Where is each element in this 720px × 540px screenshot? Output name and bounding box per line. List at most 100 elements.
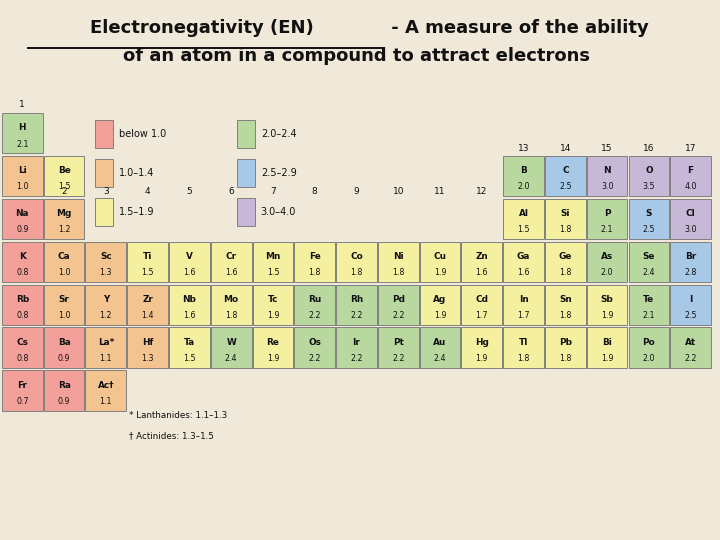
Text: 1.0: 1.0	[58, 312, 71, 320]
FancyBboxPatch shape	[211, 241, 251, 282]
Text: 1.7: 1.7	[475, 312, 488, 320]
Text: Sb: Sb	[600, 295, 613, 304]
Text: 1.6: 1.6	[225, 268, 238, 278]
Text: 2.0: 2.0	[518, 183, 530, 192]
Text: Be: Be	[58, 166, 71, 175]
Text: 0.9: 0.9	[16, 226, 29, 234]
FancyBboxPatch shape	[545, 285, 585, 325]
Text: Te: Te	[644, 295, 654, 304]
Text: Rb: Rb	[16, 295, 29, 304]
FancyBboxPatch shape	[86, 285, 126, 325]
Text: 1.8: 1.8	[559, 268, 572, 278]
Text: 2.4: 2.4	[225, 354, 238, 363]
FancyBboxPatch shape	[629, 285, 670, 325]
FancyBboxPatch shape	[545, 327, 585, 368]
Text: 1.8: 1.8	[309, 268, 321, 278]
FancyBboxPatch shape	[545, 199, 585, 239]
FancyBboxPatch shape	[2, 199, 42, 239]
Text: 2.2: 2.2	[392, 354, 405, 363]
FancyBboxPatch shape	[169, 241, 210, 282]
FancyBboxPatch shape	[294, 327, 335, 368]
Text: 1.9: 1.9	[434, 312, 446, 320]
Text: 14: 14	[559, 144, 571, 153]
Text: 1.5: 1.5	[183, 354, 196, 363]
Text: 3.0: 3.0	[685, 226, 697, 234]
Text: Pb: Pb	[559, 338, 572, 347]
FancyBboxPatch shape	[253, 285, 293, 325]
Text: 2.2: 2.2	[308, 312, 321, 320]
Text: Tc: Tc	[268, 295, 278, 304]
FancyBboxPatch shape	[95, 119, 113, 147]
FancyBboxPatch shape	[2, 370, 42, 411]
Text: 2.0–2.4: 2.0–2.4	[261, 129, 297, 139]
Text: Po: Po	[642, 338, 655, 347]
FancyBboxPatch shape	[238, 159, 255, 187]
Text: 2.4: 2.4	[643, 268, 655, 278]
Text: Zn: Zn	[475, 252, 488, 261]
Text: 15: 15	[601, 144, 613, 153]
FancyBboxPatch shape	[169, 327, 210, 368]
Text: 2.2: 2.2	[392, 312, 405, 320]
Text: 2.1: 2.1	[643, 312, 655, 320]
Text: 0.8: 0.8	[16, 268, 29, 278]
Text: 1.9: 1.9	[434, 268, 446, 278]
Text: Cu: Cu	[433, 252, 446, 261]
FancyBboxPatch shape	[44, 199, 84, 239]
Text: of an atom in a compound to attract electrons: of an atom in a compound to attract elec…	[123, 46, 590, 64]
Text: 1.9: 1.9	[266, 354, 279, 363]
FancyBboxPatch shape	[420, 285, 460, 325]
Text: 1.8: 1.8	[392, 268, 405, 278]
Text: 2.2: 2.2	[308, 354, 321, 363]
Text: 2.4: 2.4	[433, 354, 446, 363]
FancyBboxPatch shape	[44, 370, 84, 411]
FancyBboxPatch shape	[503, 199, 544, 239]
FancyBboxPatch shape	[294, 241, 335, 282]
Text: Ru: Ru	[308, 295, 321, 304]
FancyBboxPatch shape	[378, 327, 418, 368]
Text: 2.1: 2.1	[16, 139, 29, 148]
FancyBboxPatch shape	[211, 327, 251, 368]
Text: 1.1: 1.1	[99, 354, 112, 363]
Text: 2.2: 2.2	[350, 354, 363, 363]
Text: 2.5: 2.5	[559, 183, 572, 192]
Text: Ga: Ga	[517, 252, 530, 261]
Text: Cr: Cr	[225, 252, 237, 261]
FancyBboxPatch shape	[378, 241, 418, 282]
Text: Ir: Ir	[353, 338, 361, 347]
Text: Os: Os	[308, 338, 321, 347]
FancyBboxPatch shape	[420, 327, 460, 368]
FancyBboxPatch shape	[670, 241, 711, 282]
FancyBboxPatch shape	[86, 241, 126, 282]
Text: below 1.0: below 1.0	[119, 129, 166, 139]
Text: 1.8: 1.8	[559, 354, 572, 363]
Text: At: At	[685, 338, 696, 347]
Text: 1.2: 1.2	[58, 226, 71, 234]
Text: 3.0: 3.0	[601, 183, 613, 192]
Text: 1.0–1.4: 1.0–1.4	[119, 168, 154, 178]
FancyBboxPatch shape	[253, 241, 293, 282]
Text: In: In	[518, 295, 528, 304]
FancyBboxPatch shape	[336, 241, 377, 282]
Text: Ac†: Ac†	[97, 381, 114, 390]
Text: Cd: Cd	[475, 295, 488, 304]
Text: 1.0: 1.0	[16, 183, 29, 192]
FancyBboxPatch shape	[503, 241, 544, 282]
Text: 13: 13	[518, 144, 529, 153]
Text: 17: 17	[685, 144, 696, 153]
FancyBboxPatch shape	[462, 285, 502, 325]
Text: 1.8: 1.8	[351, 268, 363, 278]
Text: Pt: Pt	[393, 338, 404, 347]
Text: 1.6: 1.6	[518, 268, 530, 278]
FancyBboxPatch shape	[378, 285, 418, 325]
Text: Rh: Rh	[350, 295, 363, 304]
FancyBboxPatch shape	[2, 327, 42, 368]
Text: 9: 9	[354, 187, 359, 196]
FancyBboxPatch shape	[211, 285, 251, 325]
Text: 2.5–2.9: 2.5–2.9	[261, 168, 297, 178]
Text: 0.8: 0.8	[16, 354, 29, 363]
Text: N: N	[603, 166, 611, 175]
FancyBboxPatch shape	[95, 198, 113, 226]
Text: Mg: Mg	[56, 209, 72, 218]
Text: 1.1: 1.1	[99, 397, 112, 407]
Text: P: P	[604, 209, 611, 218]
